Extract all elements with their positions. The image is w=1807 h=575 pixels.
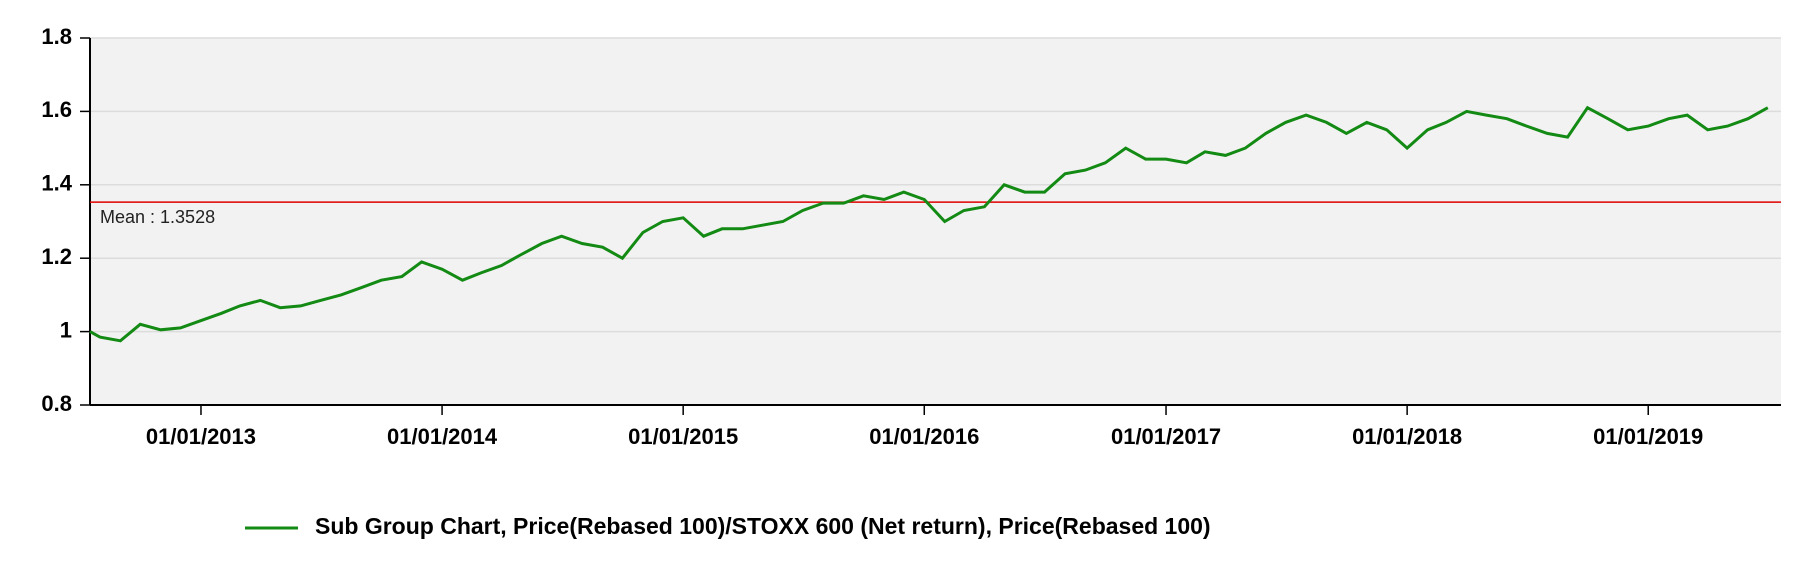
x-tick-label: 01/01/2013 bbox=[146, 424, 256, 449]
x-tick-label: 01/01/2018 bbox=[1352, 424, 1462, 449]
plot-area bbox=[90, 38, 1781, 405]
x-tick-label: 01/01/2014 bbox=[387, 424, 498, 449]
x-tick-label: 01/01/2016 bbox=[869, 424, 979, 449]
x-tick-label: 01/01/2017 bbox=[1111, 424, 1221, 449]
y-tick-label: 0.8 bbox=[41, 391, 72, 416]
mean-label: Mean : 1.3528 bbox=[100, 207, 215, 227]
legend-label: Sub Group Chart, Price(Rebased 100)/STOX… bbox=[315, 513, 1211, 539]
x-tick-label: 01/01/2015 bbox=[628, 424, 738, 449]
y-tick-label: 1.4 bbox=[41, 171, 72, 196]
y-tick-label: 1.2 bbox=[41, 244, 72, 269]
y-tick-label: 1.8 bbox=[41, 24, 72, 49]
data-line bbox=[89, 105, 1769, 343]
y-tick-label: 1 bbox=[60, 317, 72, 342]
x-tick-label: 01/01/2019 bbox=[1593, 424, 1703, 449]
y-tick-label: 1.6 bbox=[41, 97, 72, 122]
